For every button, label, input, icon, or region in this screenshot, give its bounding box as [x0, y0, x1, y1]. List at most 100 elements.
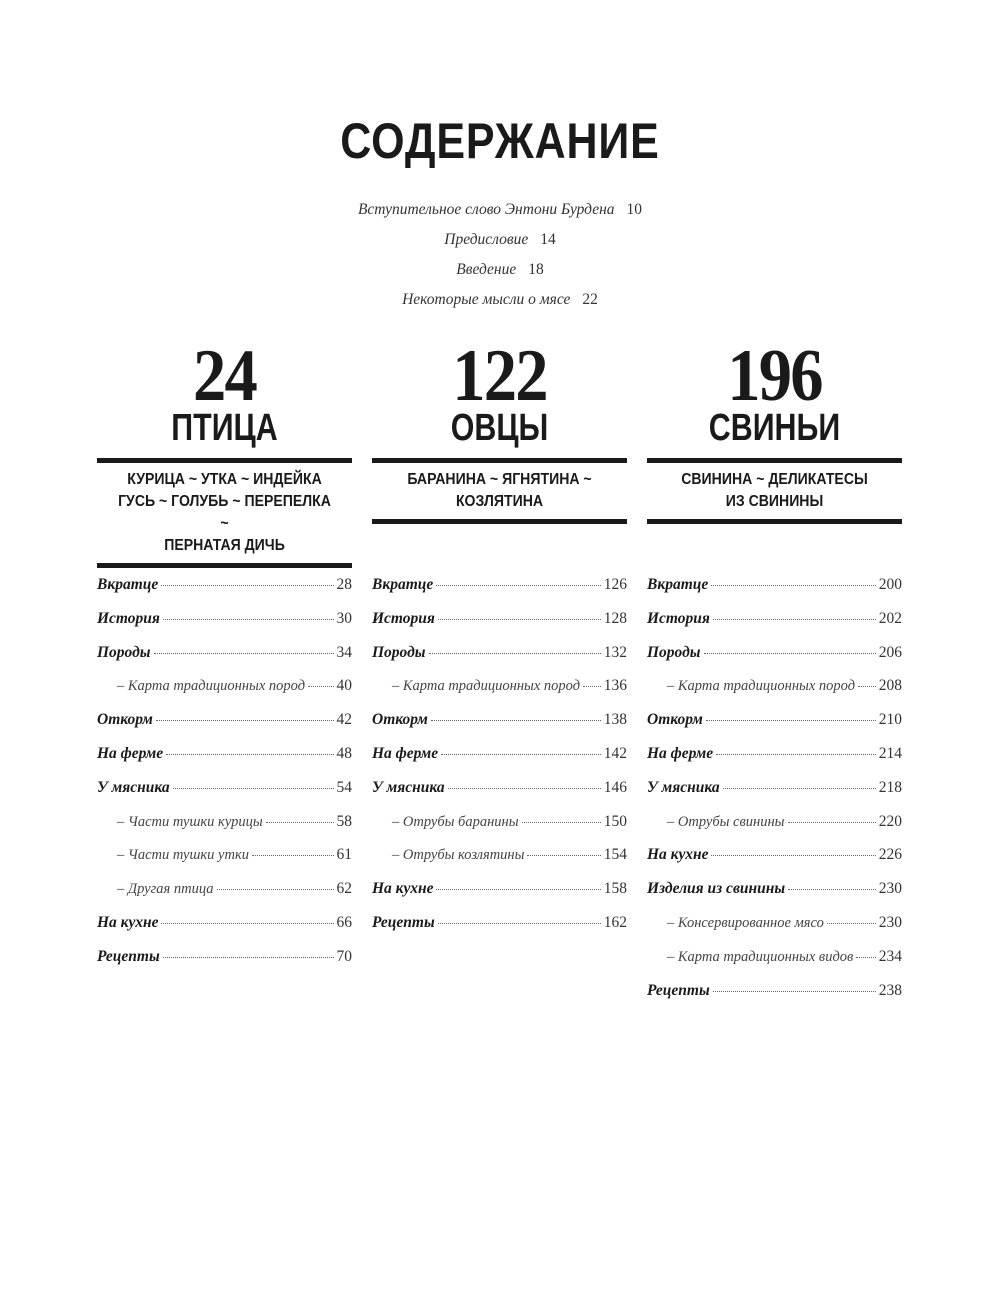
toc-list: Вкратце 200 История 202 Породы 206 – Кар… — [647, 576, 902, 1015]
toc-entry[interactable]: – Карта традиционных пород 40 — [97, 677, 352, 711]
intro-list: Вступительное слово Энтони Бурдена 10 Пре… — [0, 198, 1000, 318]
dot-leader — [437, 922, 601, 924]
dot-leader — [172, 787, 334, 789]
toc-entry[interactable]: Рецепты 238 — [647, 982, 902, 1016]
toc-entry-page: 136 — [603, 677, 627, 695]
toc-entry-label: Рецепты — [97, 947, 160, 965]
toc-entry-page: 154 — [603, 846, 627, 864]
divider — [97, 563, 352, 568]
toc-list: Вкратце 126 История 128 Породы 132 – Кар… — [372, 576, 627, 948]
toc-entry[interactable]: Рецепты 70 — [97, 948, 352, 982]
toc-entry-page: 54 — [336, 778, 353, 796]
toc-entry[interactable]: На кухне 226 — [647, 846, 902, 880]
intro-item[interactable]: Предисловие 14 — [444, 231, 556, 248]
toc-entry[interactable]: – Отрубы баранины 150 — [372, 813, 627, 847]
toc-entry[interactable]: История 30 — [97, 610, 352, 644]
section-page-number: 122 — [452, 335, 548, 417]
toc-entry[interactable]: Изделия из свинины 230 — [647, 880, 902, 914]
toc-entry[interactable]: Породы 34 — [97, 644, 352, 678]
dot-leader — [436, 889, 601, 891]
toc-entry[interactable]: – Части тушки курицы 58 — [97, 813, 352, 847]
toc-entry[interactable]: У мясника 218 — [647, 779, 902, 813]
intro-item[interactable]: Введение 18 — [456, 261, 544, 278]
toc-entry[interactable]: На ферме 214 — [647, 745, 902, 779]
toc-entry-page: 66 — [336, 913, 353, 931]
toc-entry-page: 200 — [878, 576, 902, 593]
dot-leader — [703, 652, 876, 654]
toc-entry-page: 162 — [603, 913, 627, 931]
divider — [97, 458, 352, 463]
toc-entry-label: На ферме — [372, 744, 439, 762]
toc-entry[interactable]: – Отрубы козлятины 154 — [372, 846, 627, 880]
toc-entry-label: История — [372, 609, 435, 627]
toc-entry-page: 230 — [878, 913, 902, 931]
toc-entry[interactable]: Откорм 138 — [372, 711, 627, 745]
toc-entry[interactable]: – Карта традиционных пород 136 — [372, 677, 627, 711]
toc-entry[interactable]: На ферме 142 — [372, 745, 627, 779]
toc-entry[interactable]: История 202 — [647, 610, 902, 644]
toc-entry[interactable]: – Другая птица 62 — [97, 880, 352, 914]
intro-item[interactable]: Некоторые мысли о мясе 22 — [402, 291, 598, 308]
toc-entry[interactable]: – Отрубы свинины 220 — [647, 813, 902, 847]
toc-entry[interactable]: Откорм 42 — [97, 711, 352, 745]
toc-entry[interactable]: – Консервированное мясо 230 — [647, 914, 902, 948]
dot-leader — [712, 990, 876, 992]
dot-leader — [858, 686, 876, 688]
subtitle-line: КОЗЛЯТИНА — [455, 493, 544, 510]
subtitle-line: ИЗ СВИНИНЫ — [725, 493, 824, 510]
section-name: ПТИЦА — [171, 407, 278, 449]
toc-entry-label: – Карта традиционных видов — [667, 948, 854, 965]
toc-entry-page: 230 — [878, 880, 902, 898]
toc-entry-label: Рецепты — [372, 913, 435, 931]
toc-entry-page: 58 — [336, 812, 353, 830]
dot-leader — [428, 652, 601, 654]
toc-entry[interactable]: История 128 — [372, 610, 627, 644]
divider — [647, 519, 902, 524]
toc-entry-label: На ферме — [97, 744, 164, 762]
toc-entry[interactable]: – Части тушки утки 61 — [97, 846, 352, 880]
toc-entry-label: Откорм — [372, 711, 428, 729]
toc-entry-label: На кухне — [647, 846, 709, 864]
toc-entry[interactable]: Породы 132 — [372, 644, 627, 678]
toc-entry[interactable]: – Карта традиционных пород 208 — [647, 677, 902, 711]
toc-entry-label: – Отрубы козлятины — [392, 847, 525, 864]
dot-leader — [705, 720, 876, 722]
toc-entry-label: – Части тушки курицы — [117, 813, 263, 830]
toc-entry[interactable]: Породы 206 — [647, 644, 902, 678]
dot-leader — [161, 922, 334, 924]
dot-leader — [153, 652, 334, 654]
toc-entry-page: 220 — [878, 812, 902, 830]
toc-entry[interactable]: Вкратце 200 — [647, 576, 902, 610]
toc-entry-label: Вкратце — [372, 576, 434, 593]
toc-entry[interactable]: Вкратце 126 — [372, 576, 627, 610]
toc-entry[interactable]: Рецепты 162 — [372, 914, 627, 948]
toc-entry-page: 142 — [603, 744, 627, 762]
toc-entry-label: На ферме — [647, 744, 714, 762]
toc-entry-page: 28 — [336, 576, 353, 593]
toc-entry-page: 238 — [878, 981, 902, 999]
toc-entry[interactable]: У мясника 54 — [97, 779, 352, 813]
toc-entry[interactable]: На ферме 48 — [97, 745, 352, 779]
section-header: 122 ОВЦЫ БАРАНИНА ~ ЯГНЯТИНА ~ КОЗЛЯТИНА — [372, 335, 627, 524]
toc-entry[interactable]: У мясника 146 — [372, 779, 627, 813]
dot-leader — [162, 956, 334, 958]
dot-leader — [430, 720, 601, 722]
section-page-number: 24 — [193, 335, 258, 417]
toc-entry-label: – Отрубы баранины — [392, 813, 519, 830]
toc-entry-page: 42 — [336, 711, 353, 729]
dot-leader — [162, 618, 334, 620]
toc-entry[interactable]: Откорм 210 — [647, 711, 902, 745]
toc-entry[interactable]: Вкратце 28 — [97, 576, 352, 610]
toc-entry-label: Вкратце — [647, 576, 709, 593]
toc-entry[interactable]: На кухне 158 — [372, 880, 627, 914]
dot-leader — [712, 618, 876, 620]
divider — [647, 458, 902, 463]
toc-entry-label: Откорм — [97, 711, 153, 729]
toc-entry-label: Породы — [97, 643, 151, 661]
dot-leader — [447, 787, 601, 789]
toc-entry-label: История — [647, 609, 710, 627]
toc-entry[interactable]: – Карта традиционных видов 234 — [647, 948, 902, 982]
subtitle-line: СВИНИНА ~ ДЕЛИКАТЕСЫ — [681, 471, 868, 488]
intro-item[interactable]: Вступительное слово Энтони Бурдена 10 — [357, 201, 643, 218]
toc-entry[interactable]: На кухне 66 — [97, 914, 352, 948]
